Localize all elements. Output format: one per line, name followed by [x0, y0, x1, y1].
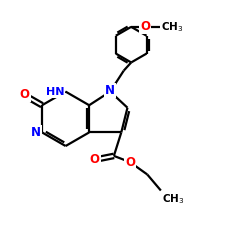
Text: O: O	[126, 156, 136, 168]
Text: O: O	[90, 153, 100, 166]
Text: O: O	[140, 20, 150, 33]
Text: N: N	[31, 126, 41, 139]
Text: N: N	[105, 84, 115, 97]
Text: O: O	[20, 88, 30, 101]
Text: CH$_3$: CH$_3$	[162, 192, 184, 205]
Text: CH$_3$: CH$_3$	[161, 20, 183, 34]
Text: HN: HN	[46, 87, 64, 97]
